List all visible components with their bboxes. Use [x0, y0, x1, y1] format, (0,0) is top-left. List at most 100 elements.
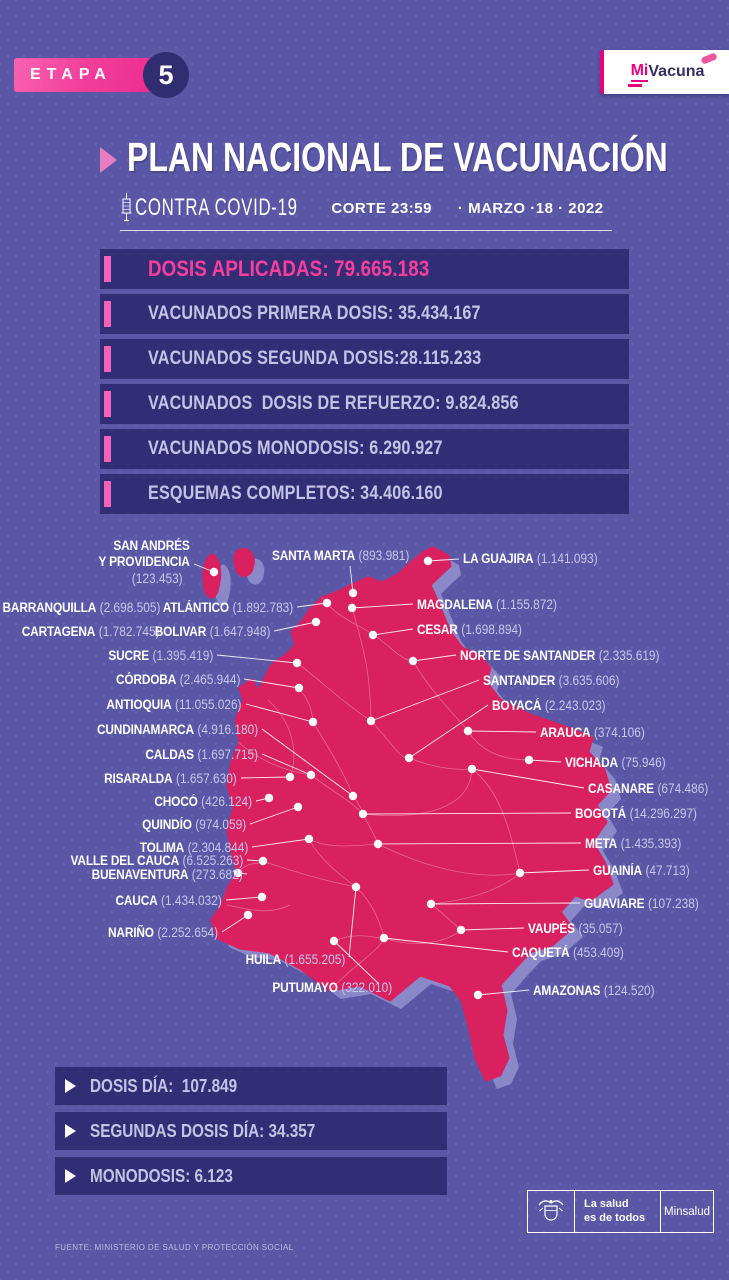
- department-name: SAN ANDRÉS Y PROVIDENCIA: [98, 538, 190, 569]
- map-dot-santander: [366, 716, 376, 726]
- map-dot-choco: [264, 793, 274, 803]
- map-label-santander: SANTANDER (3.635.606): [483, 673, 619, 689]
- department-name: BOYACÁ: [492, 698, 542, 713]
- map-label-huila: HUILA (1.655.205): [245, 952, 345, 968]
- logo-subtext-bar: [628, 84, 642, 87]
- mivacuna-logo-vacuna: Vacuna: [648, 63, 705, 80]
- department-name: NARIÑO: [107, 925, 154, 940]
- fecha-text: · MARZO ·18 · 2022: [457, 199, 604, 217]
- map-label-amazonas: AMAZONAS (124.520): [533, 983, 655, 999]
- map-dot-norte-de-santander: [408, 656, 418, 666]
- connector-line-arauca: [467, 730, 537, 733]
- department-name: CESAR: [417, 622, 458, 637]
- divider-line: [120, 230, 612, 231]
- map-dot-quindio: [293, 802, 303, 812]
- connector-line-vichada: [528, 759, 562, 763]
- mivacuna-logo-mi: Mi: [630, 62, 649, 82]
- department-name: RISARALDA: [104, 771, 173, 786]
- department-name: CÓRDOBA: [115, 672, 176, 687]
- map-label-casanare: CASANARE (674.486): [588, 781, 708, 797]
- map-dot-sucre: [292, 658, 302, 668]
- stat-esquemas-completos: ESQUEMAS COMPLETOS: 34.406.160: [100, 474, 629, 514]
- pink-tick-icon: [104, 391, 111, 417]
- map-dot-bogota: [358, 809, 368, 819]
- department-value: (1.782.745): [99, 624, 160, 639]
- department-value: (1.698.894): [461, 622, 523, 637]
- map-dot-meta: [373, 839, 383, 849]
- connector-line-cundinamarca: [261, 728, 354, 797]
- connector-line-boyaca: [408, 704, 489, 759]
- map-dot-amazonas: [473, 990, 483, 1000]
- department-value: (75.946): [621, 755, 666, 770]
- connector-line-casanare: [471, 768, 585, 789]
- gov-slogan: La salud es de todos: [574, 1191, 660, 1232]
- connector-line-putumayo: [333, 940, 379, 984]
- daily-stats-panel: DOSIS DÍA: 107.849 SEGUNDAS DOSIS DÍA: 3…: [55, 1067, 447, 1195]
- department-value: (124.520): [603, 983, 655, 998]
- map-label-bolivar: BOLIVAR (1.647.948): [154, 624, 270, 640]
- department-name: VAUPÉS: [528, 921, 575, 936]
- connector-line-norte-de-santander: [412, 654, 457, 662]
- source-text: FUENTE: MINISTERIO DE SALUD Y PROTECCIÓN…: [55, 1243, 294, 1252]
- map-label-bogota: BOGOTÁ (14.296.297): [575, 806, 697, 822]
- stats-panel: DOSIS APLICADAS: 79.665.183 VACUNADOS PR…: [100, 249, 629, 514]
- map-label-caqueta: CAQUETÁ (453.409): [512, 945, 624, 961]
- map-dot-putumayo: [329, 936, 339, 946]
- pink-tick-icon: [104, 301, 111, 327]
- map-dot-vaupes: [456, 925, 466, 935]
- map-dot-guainia: [515, 868, 525, 878]
- department-value: (273.682): [192, 867, 243, 882]
- map-label-narino: NARIÑO (2.252.654): [108, 925, 218, 941]
- department-value: (426.124): [201, 794, 252, 809]
- daily-dosis-dia: DOSIS DÍA: 107.849: [55, 1067, 447, 1105]
- minsalud-label: Minsalud: [660, 1191, 713, 1232]
- map-label-valle-del-cauca: VALLE DEL CAUCA (6.525.263): [70, 853, 243, 869]
- department-value: (2.698.505): [99, 600, 160, 615]
- department-name: VALLE DEL CAUCA: [70, 853, 179, 868]
- department-value: (2.335.619): [598, 648, 660, 663]
- department-value: (1.434.032): [161, 893, 222, 908]
- gov-slogan-line1: La salud: [584, 1198, 629, 1211]
- map-label-guainia: GUAINÍA (47.713): [593, 863, 690, 879]
- map-label-buenaventura: BUENAVENTURA (273.682): [92, 867, 243, 883]
- department-name: MAGDALENA: [417, 597, 493, 612]
- connector-line-meta: [377, 842, 582, 845]
- department-value: (1.647.948): [209, 624, 270, 639]
- department-value: (11.055.026): [175, 697, 242, 712]
- map-label-vaupes: VAUPÉS (35.057): [528, 921, 623, 937]
- connector-line-bolivar: [273, 621, 317, 632]
- map-label-cauca: CAUCA (1.434.032): [116, 893, 222, 909]
- department-value: (6.525.263): [182, 853, 243, 868]
- department-value: (1.655.205): [284, 952, 345, 967]
- department-value: (123.453): [132, 571, 183, 587]
- department-name: LA GUAJIRA: [463, 551, 534, 566]
- department-value: (374.106): [593, 725, 645, 740]
- map-dots: [209, 556, 534, 1000]
- department-name: CALDAS: [145, 747, 194, 762]
- department-value: (35.057): [578, 921, 623, 936]
- map-dot-casanare: [467, 764, 477, 774]
- pink-tick-icon: [104, 256, 111, 282]
- map-label-cesar: CESAR (1.698.894): [417, 622, 522, 638]
- connector-line-quindio: [249, 806, 299, 825]
- map-label-cundinamarca: CUNDINAMARCA (4.916.180): [97, 722, 258, 738]
- map-dot-buenaventura: [233, 868, 243, 878]
- department-value: (2.465.944): [179, 672, 240, 687]
- etapa-label: ETAPA: [30, 66, 112, 83]
- department-value: (974.059): [195, 817, 246, 832]
- connector-line-huila: [348, 886, 357, 958]
- department-value: (107.238): [647, 896, 699, 911]
- department-value: (453.409): [573, 945, 624, 960]
- map-dot-atlantico: [322, 598, 332, 608]
- subtitle-text: CONTRA COVID-19: [135, 194, 298, 221]
- department-value: (4.916.180): [197, 722, 258, 737]
- map-dot-cundinamarca: [348, 791, 358, 801]
- map-dot-cauca: [257, 892, 267, 902]
- connector-line-caldas: [261, 753, 312, 776]
- department-name: ANTIOQUIA: [106, 697, 172, 712]
- stat-monodosis: VACUNADOS MONODOSIS: 6.290.927: [100, 429, 629, 469]
- connector-line-narino: [221, 914, 249, 933]
- subtitle-row: CONTRA COVID-19 CORTE 23:59 · MARZO ·18 …: [120, 192, 604, 224]
- department-name: META: [585, 836, 618, 851]
